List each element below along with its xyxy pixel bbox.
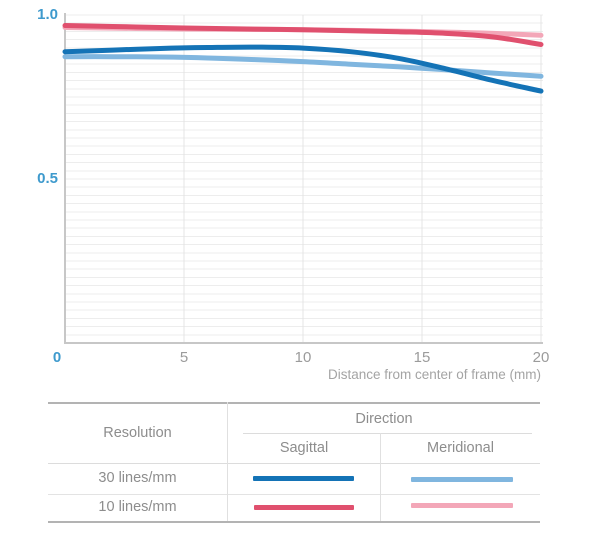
row-label-10-lines: 10 lines/mm: [98, 499, 177, 515]
sagittal-meridional-divider: [380, 433, 381, 521]
data-row-divider: [48, 494, 540, 495]
y-axis-label-0-5: 0.5: [37, 170, 58, 187]
legend-swatch-10-sagittal: [254, 505, 354, 510]
curve-30-lines-mm-sagittal: [62, 44, 544, 94]
y-axis-label-1-0: 1.0: [37, 6, 58, 23]
legend-swatch-30-sagittal: [253, 476, 354, 481]
x-tick-label-5: 5: [179, 349, 189, 366]
legend-swatch-30-meridional: [411, 477, 513, 482]
table-top-border: [48, 402, 540, 404]
curve-10-lines-mm-sagittal: [62, 23, 544, 47]
legend-swatch-10-meridional: [411, 503, 513, 508]
table-bottom-border: [48, 521, 540, 523]
x-tick-label-0: 0: [52, 349, 62, 366]
header-row-divider: [48, 463, 540, 464]
meridional-column-header: Meridional: [427, 440, 494, 456]
resolution-column-divider: [227, 402, 228, 521]
direction-column-header: Direction: [355, 411, 413, 427]
x-tick-label-15: 15: [413, 349, 431, 366]
mtf-plot-area: [62, 13, 544, 344]
direction-header-underline: [243, 433, 532, 434]
sagittal-column-header: Sagittal: [279, 440, 329, 456]
resolution-column-header: Resolution: [103, 425, 172, 441]
x-tick-label-20: 20: [532, 349, 550, 366]
x-axis-title: Distance from center of frame (mm): [327, 367, 541, 382]
x-tick-label-10: 10: [294, 349, 312, 366]
row-label-30-lines: 30 lines/mm: [98, 470, 177, 486]
x-axis-tick-labels: 0 5 10 15 20: [0, 348, 604, 368]
